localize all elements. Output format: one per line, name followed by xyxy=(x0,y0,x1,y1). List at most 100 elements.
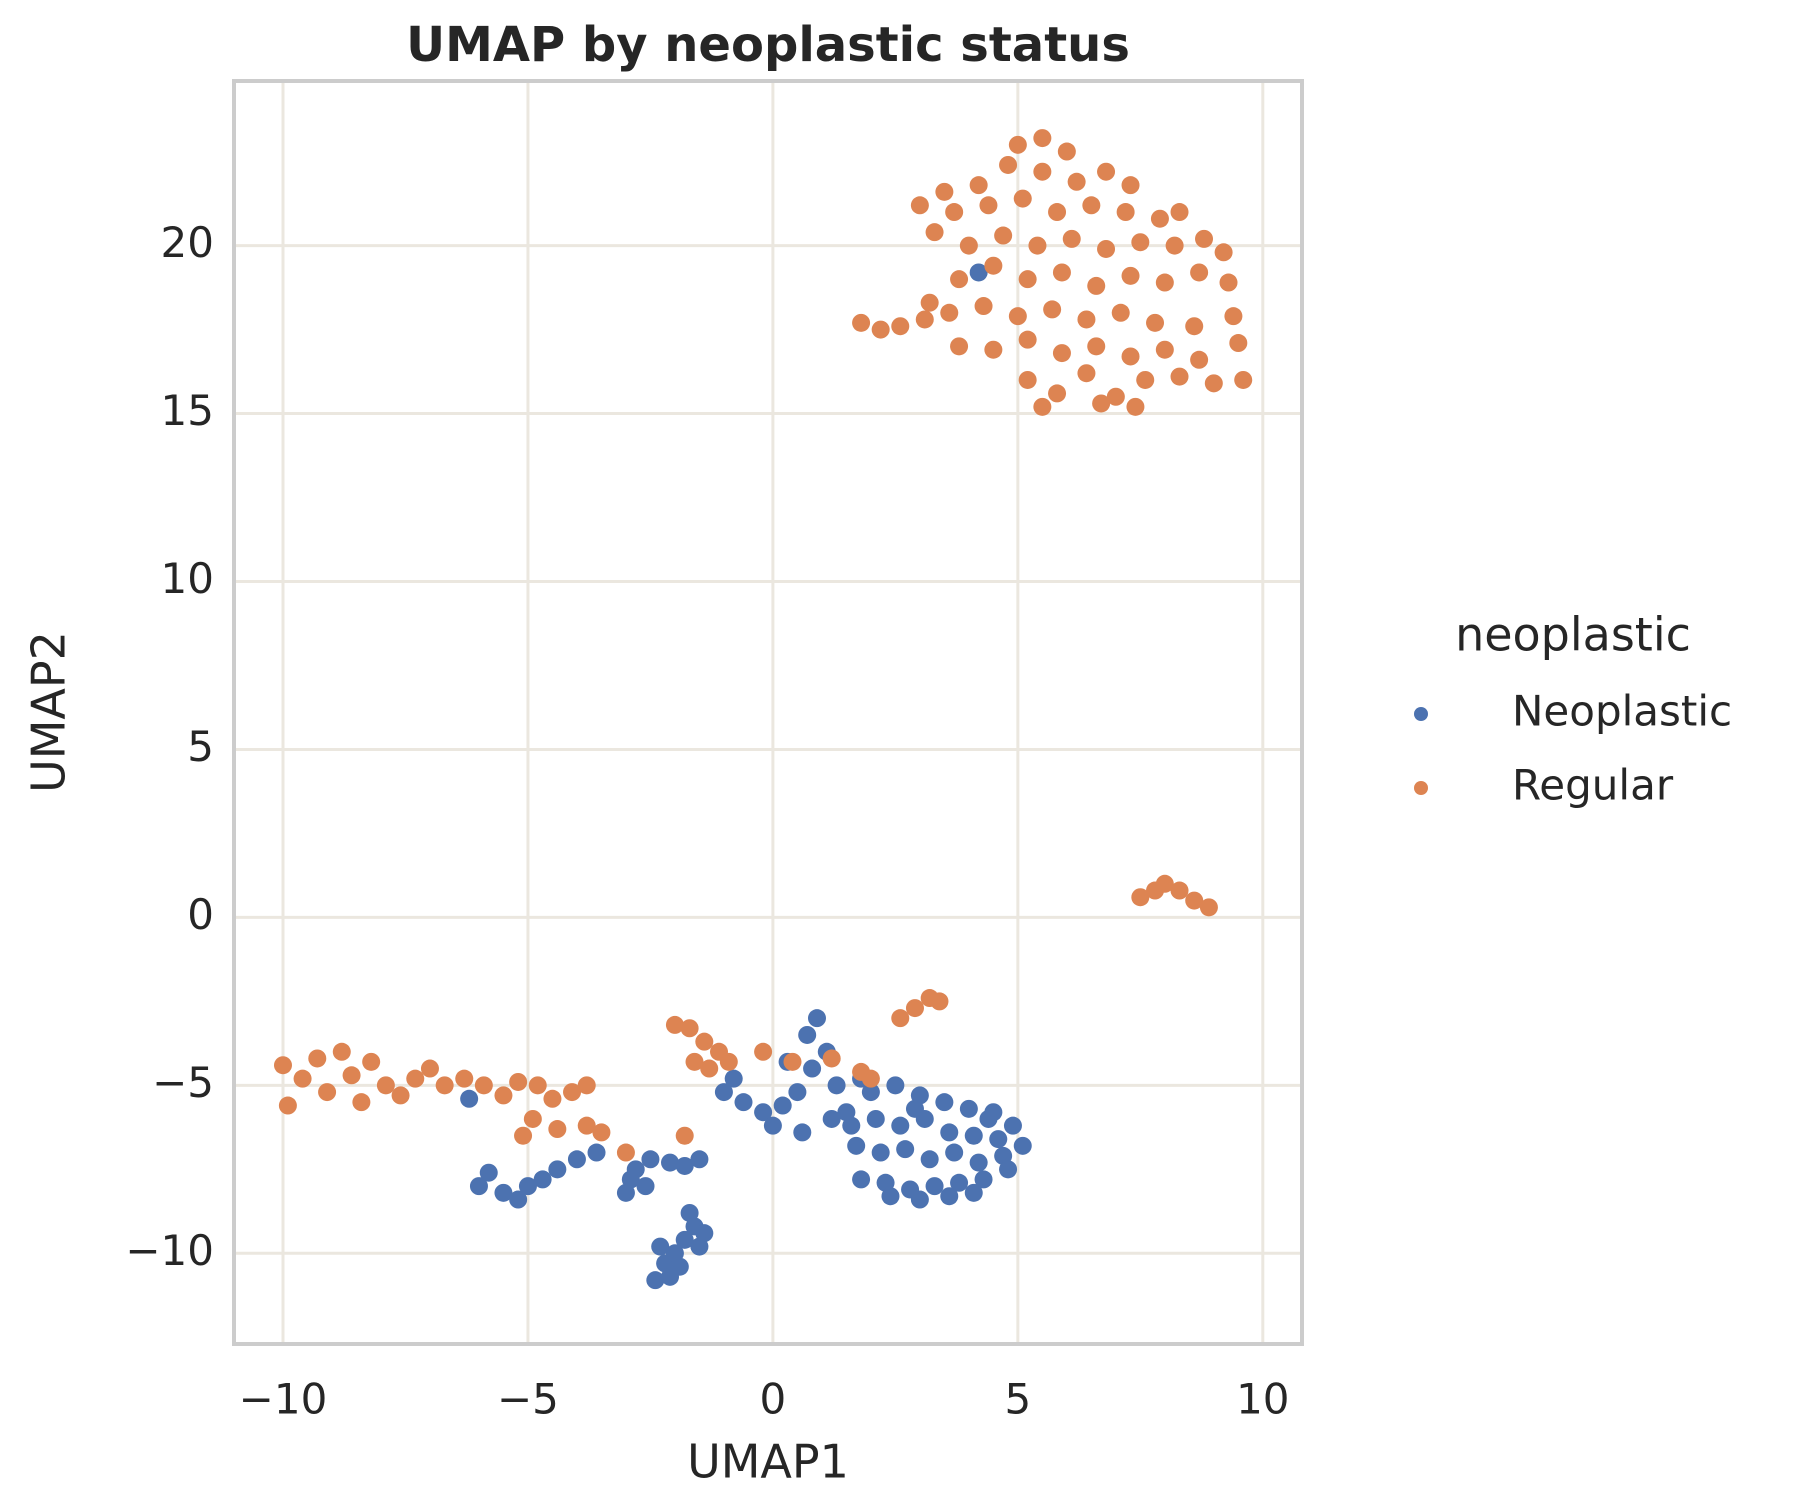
point xyxy=(273,1056,292,1075)
point xyxy=(680,1203,699,1222)
point xyxy=(754,1103,773,1122)
point xyxy=(1092,394,1111,413)
y-tick-label: 10 xyxy=(161,554,214,603)
grid xyxy=(234,81,1302,1344)
point xyxy=(592,1123,611,1142)
point xyxy=(646,1271,665,1290)
point xyxy=(509,1072,528,1091)
point xyxy=(969,176,988,195)
point xyxy=(1008,135,1027,154)
point xyxy=(1003,1116,1022,1135)
point xyxy=(950,270,969,289)
x-axis-label: UMAP1 xyxy=(687,1435,849,1489)
legend-marker xyxy=(1414,707,1428,721)
point xyxy=(994,226,1013,245)
point xyxy=(563,1083,582,1102)
point xyxy=(822,1049,841,1068)
point xyxy=(342,1066,361,1085)
point xyxy=(925,1177,944,1196)
point xyxy=(308,1049,327,1068)
point xyxy=(910,196,929,215)
point xyxy=(935,1093,954,1112)
point xyxy=(1224,307,1243,326)
point xyxy=(469,1177,488,1196)
y-tick-label: 15 xyxy=(161,386,214,435)
point xyxy=(754,1042,773,1061)
point xyxy=(1018,270,1037,289)
point xyxy=(891,317,910,336)
point xyxy=(1033,162,1052,181)
plot-frame xyxy=(232,79,1304,1346)
x-tick-label: −10 xyxy=(239,1375,328,1424)
point xyxy=(695,1032,714,1051)
point xyxy=(964,1126,983,1145)
point xyxy=(763,1116,782,1135)
point xyxy=(852,313,871,332)
point xyxy=(1033,129,1052,148)
point xyxy=(587,1143,606,1162)
point xyxy=(1057,142,1076,161)
point xyxy=(1170,881,1189,900)
point xyxy=(690,1150,709,1169)
point xyxy=(1018,330,1037,349)
x-tick-label: 10 xyxy=(1236,1375,1289,1424)
point xyxy=(1150,209,1169,228)
y-tick-label: 20 xyxy=(161,218,214,267)
point xyxy=(847,1136,866,1155)
x-tick-label: 0 xyxy=(760,1375,787,1424)
point xyxy=(979,1109,998,1128)
point xyxy=(999,155,1018,174)
point xyxy=(974,297,993,316)
point xyxy=(734,1093,753,1112)
point xyxy=(984,256,1003,275)
point xyxy=(1195,229,1214,248)
legend-label: Regular xyxy=(1512,761,1674,810)
point xyxy=(318,1083,337,1102)
point xyxy=(577,1076,596,1095)
point xyxy=(1018,370,1037,389)
point xyxy=(974,1170,993,1189)
point xyxy=(1121,176,1140,195)
x-tick-label: −5 xyxy=(497,1375,559,1424)
point xyxy=(1170,203,1189,222)
point xyxy=(1121,347,1140,366)
point xyxy=(1008,307,1027,326)
point xyxy=(1234,370,1253,389)
chart-title: UMAP by neoplastic status xyxy=(406,17,1130,73)
point xyxy=(1106,387,1125,406)
point xyxy=(984,340,1003,359)
point xyxy=(999,1160,1018,1179)
point xyxy=(1155,874,1174,893)
point xyxy=(518,1177,537,1196)
point xyxy=(680,1019,699,1038)
point xyxy=(391,1086,410,1105)
point xyxy=(920,1150,939,1169)
point xyxy=(910,1190,929,1209)
point xyxy=(651,1237,670,1256)
point xyxy=(950,337,969,356)
point xyxy=(1048,384,1067,403)
point xyxy=(969,263,988,282)
point xyxy=(798,1025,817,1044)
y-tick-label: 0 xyxy=(187,890,214,939)
point xyxy=(685,1052,704,1071)
point xyxy=(989,1130,1008,1149)
point xyxy=(1155,273,1174,292)
point xyxy=(543,1089,562,1108)
point xyxy=(661,1267,680,1286)
point xyxy=(509,1190,528,1209)
point xyxy=(979,196,998,215)
point xyxy=(714,1083,733,1102)
point xyxy=(1043,300,1062,319)
y-tick-label: −5 xyxy=(152,1058,214,1107)
y-tick-label: 5 xyxy=(187,722,214,771)
point xyxy=(1199,898,1218,917)
point xyxy=(969,1153,988,1172)
point xyxy=(1155,340,1174,359)
point xyxy=(1136,370,1155,389)
point xyxy=(577,1116,596,1135)
point xyxy=(1082,196,1101,215)
point xyxy=(1028,236,1047,255)
point xyxy=(1052,344,1071,363)
